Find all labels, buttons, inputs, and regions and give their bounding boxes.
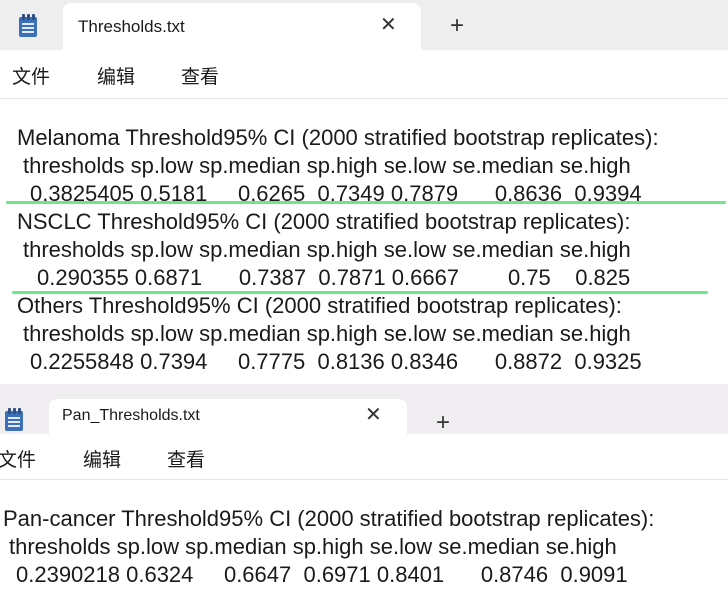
plus-icon[interactable]: + [436,409,451,436]
close-icon[interactable]: ✕ [380,14,397,36]
menu-bar: 文件 编辑 查看 [0,50,728,99]
text-line: thresholds sp.low sp.median sp.high se.l… [23,153,631,178]
notepad-icon [4,408,24,432]
plus-icon[interactable]: + [450,12,465,39]
tab-thresholds[interactable]: Thresholds.txt ✕ [63,3,421,50]
text-line: thresholds sp.low sp.median sp.high se.l… [23,237,631,262]
text-line: 0.290355 0.6871 0.7387 0.7871 0.6667 0.7… [37,265,631,290]
notepad-window-pan-thresholds: Pan_Thresholds.txt ✕ + 文件 编辑 查看 Pan-canc… [0,384,728,605]
menu-file[interactable]: 文件 [12,66,51,88]
tab-title: Thresholds.txt [78,17,185,36]
menu-bar: 文件 编辑 查看 [0,434,728,480]
menu-edit[interactable]: 编辑 [97,66,136,88]
notepad-icon [18,14,38,38]
menu-view[interactable]: 查看 [167,449,206,471]
highlight-underline [12,291,708,294]
text-line: Pan-cancer Threshold95% CI (2000 stratif… [3,506,655,531]
menu-edit[interactable]: 编辑 [83,449,122,471]
menu-view[interactable]: 查看 [181,66,220,88]
text-line: NSCLC Threshold95% CI (2000 stratified b… [17,209,631,234]
menu-file[interactable]: 文件 [0,449,37,471]
text-line: thresholds sp.low sp.median sp.high se.l… [23,321,631,346]
highlight-underline [6,201,726,204]
tab-bar: Thresholds.txt ✕ + [0,0,728,50]
text-line: thresholds sp.low sp.median sp.high se.l… [9,534,617,559]
text-line: 0.2390218 0.6324 0.6647 0.6971 0.8401 0.… [16,562,628,587]
text-line: Others Threshold95% CI (2000 stratified … [17,293,622,318]
tab-bar: Pan_Thresholds.txt ✕ + [0,384,728,436]
text-editor-content[interactable]: Pan-cancer Threshold95% CI (2000 stratif… [0,480,728,605]
text-line: 0.2255848 0.7394 0.7775 0.8136 0.8346 0.… [30,349,642,374]
tab-pan-thresholds[interactable]: Pan_Thresholds.txt ✕ [49,399,407,434]
text-line: Melanoma Threshold95% CI (2000 stratifie… [17,125,659,150]
notepad-window-thresholds: Thresholds.txt ✕ + 文件 编辑 查看 Melanoma Thr… [0,0,728,382]
tab-title: Pan_Thresholds.txt [62,407,200,424]
close-icon[interactable]: ✕ [365,404,382,426]
text-editor-content[interactable]: Melanoma Threshold95% CI (2000 stratifie… [0,99,728,382]
